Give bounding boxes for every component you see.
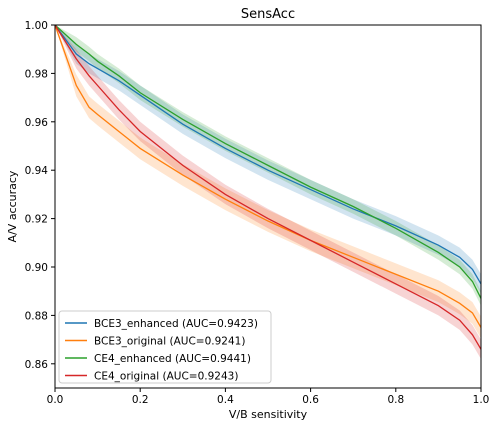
line-series-0: [54, 24, 482, 285]
legend-box: [58, 310, 272, 384]
y-tick-label: 1.00: [25, 20, 48, 32]
y-axis-label: A/V accuracy: [6, 170, 19, 242]
x-tick-label: 0.6: [302, 394, 319, 406]
line-series-2: [54, 24, 482, 299]
y-axis-ticks: 0.86 0.88 0.90 0.92 0.94 0.96 0.98 1.00: [25, 20, 55, 371]
band-series-1: [55, 25, 481, 339]
legend-label: BCE3_original (AUC=0.9241): [94, 336, 245, 348]
y-tick-label: 0.96: [25, 117, 49, 129]
x-axis-ticks: 0.0 0.2 0.4 0.6 0.8 1.0: [47, 388, 490, 406]
y-tick-label: 0.88: [25, 310, 48, 322]
line-series-3: [54, 24, 482, 350]
legend-label: BCE3_enhanced (AUC=0.9423): [94, 318, 258, 330]
y-tick-label: 0.94: [25, 165, 49, 177]
x-axis-label: V/B sensitivity: [229, 408, 308, 421]
y-tick-label: 0.98: [25, 68, 48, 80]
x-tick-label: 0.8: [387, 394, 404, 406]
x-tick-label: 0.2: [132, 394, 149, 406]
y-tick-label: 0.92: [25, 214, 48, 226]
legend-label: CE4_original (AUC=0.9243): [94, 371, 238, 383]
series-lines: [54, 24, 482, 350]
x-tick-label: 0.0: [47, 394, 64, 406]
legend: BCE3_enhanced (AUC=0.9423) BCE3_original …: [58, 310, 272, 384]
x-tick-label: 1.0: [473, 394, 490, 406]
band-series-0: [55, 25, 481, 294]
plot-frame: [54, 24, 482, 389]
x-tick-label: 0.4: [217, 394, 234, 406]
line-series-1: [54, 24, 482, 328]
chart-title: SensAcc: [241, 7, 295, 22]
y-tick-label: 0.90: [25, 262, 48, 274]
band-series-3: [55, 25, 481, 359]
legend-label: CE4_enhanced (AUC=0.9441): [94, 353, 251, 365]
y-tick-label: 0.86: [25, 359, 49, 371]
